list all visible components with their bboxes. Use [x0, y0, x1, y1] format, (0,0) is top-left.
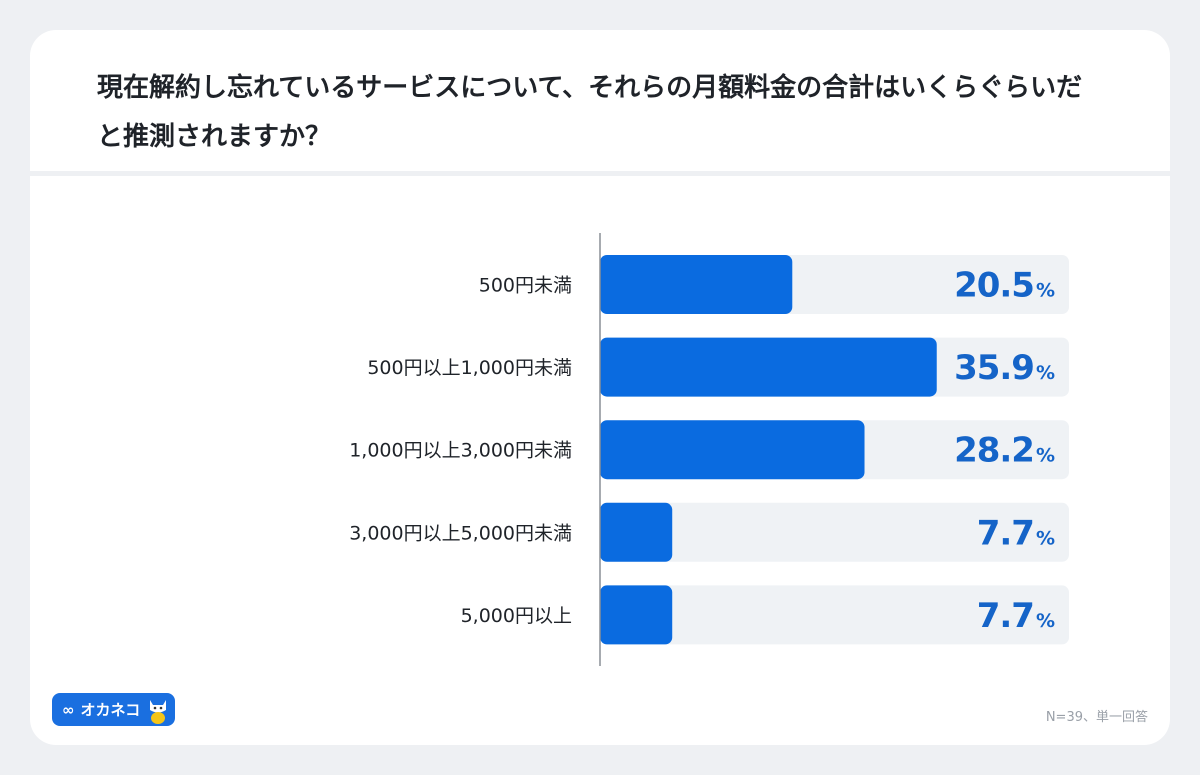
sample-note: N=39、単一回答 [1045, 710, 1148, 725]
category-label: 500円未満 [479, 275, 572, 297]
category-label: 1,000円以上3,000円未満 [349, 440, 572, 462]
page-title: 現在解約し忘れているサービスについて、それらの月額料金の合計はいくらぐらいだと推… [97, 73, 1083, 152]
cat-mascot-icon [150, 700, 166, 724]
category-label: 500円以上1,000円未満 [367, 357, 572, 379]
bar [600, 420, 865, 480]
brand-logo: ∞ オカネコ [52, 693, 175, 726]
header: 現在解約し忘れているサービスについて、それらの月額料金の合計はいくらぐらいだと推… [30, 30, 1170, 176]
bar [600, 337, 937, 397]
bar-chart: 500円未満 20.5 % 500円以上1,000円未満 35.9 % 1,000円以上3,… [349, 233, 1069, 666]
bar [600, 255, 793, 314]
bar [600, 502, 673, 562]
bar-track [600, 502, 1069, 562]
category-label: 3,000円以上5,000円未満 [349, 522, 572, 544]
bar [600, 585, 673, 645]
category-label: 5,000円以上 [461, 605, 572, 627]
chart-card: 現在解約し忘れているサービスについて、それらの月額料金の合計はいくらぐらいだと推… [30, 30, 1170, 745]
value-label: 7.7% [977, 513, 1055, 553]
logo-text: オカネコ [80, 701, 141, 719]
value-label: 35.9% [954, 348, 1055, 388]
value-label: 20.5% [954, 266, 1055, 306]
value-label: 7.7% [977, 596, 1055, 636]
infinity-icon: ∞ [62, 700, 75, 719]
bar-track [600, 585, 1069, 645]
value-label: 28.2% [954, 431, 1055, 471]
